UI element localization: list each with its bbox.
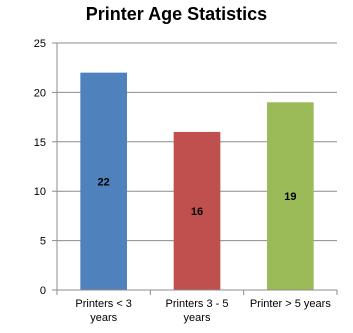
- x-tick-label: years: [184, 312, 211, 324]
- x-tick-label: Printer > 5 years: [250, 298, 332, 310]
- y-tick-label: 25: [34, 38, 46, 50]
- y-tick-label: 0: [40, 285, 46, 297]
- x-tick-label: years: [90, 312, 117, 324]
- data-label: 19: [284, 191, 296, 203]
- bar: [80, 72, 127, 290]
- y-tick-label: 20: [34, 87, 46, 99]
- y-tick-label: 5: [40, 236, 46, 248]
- bar: [173, 131, 221, 290]
- data-label: 22: [98, 176, 110, 188]
- data-label: 16: [191, 206, 203, 218]
- axes: [52, 42, 338, 295]
- bar: [267, 102, 314, 290]
- y-tick-label: 10: [34, 186, 46, 198]
- labels: 0 5 10 15 20 25 22 Printers < 3 years 16 Printers …: [34, 38, 332, 324]
- x-tick-label: Printers 3 - 5: [166, 298, 229, 310]
- y-tick-label: 15: [34, 137, 46, 149]
- chart-title: Printer Age Statistics: [85, 4, 268, 24]
- bars: [80, 72, 314, 290]
- x-tick-label: Printers < 3: [75, 298, 132, 310]
